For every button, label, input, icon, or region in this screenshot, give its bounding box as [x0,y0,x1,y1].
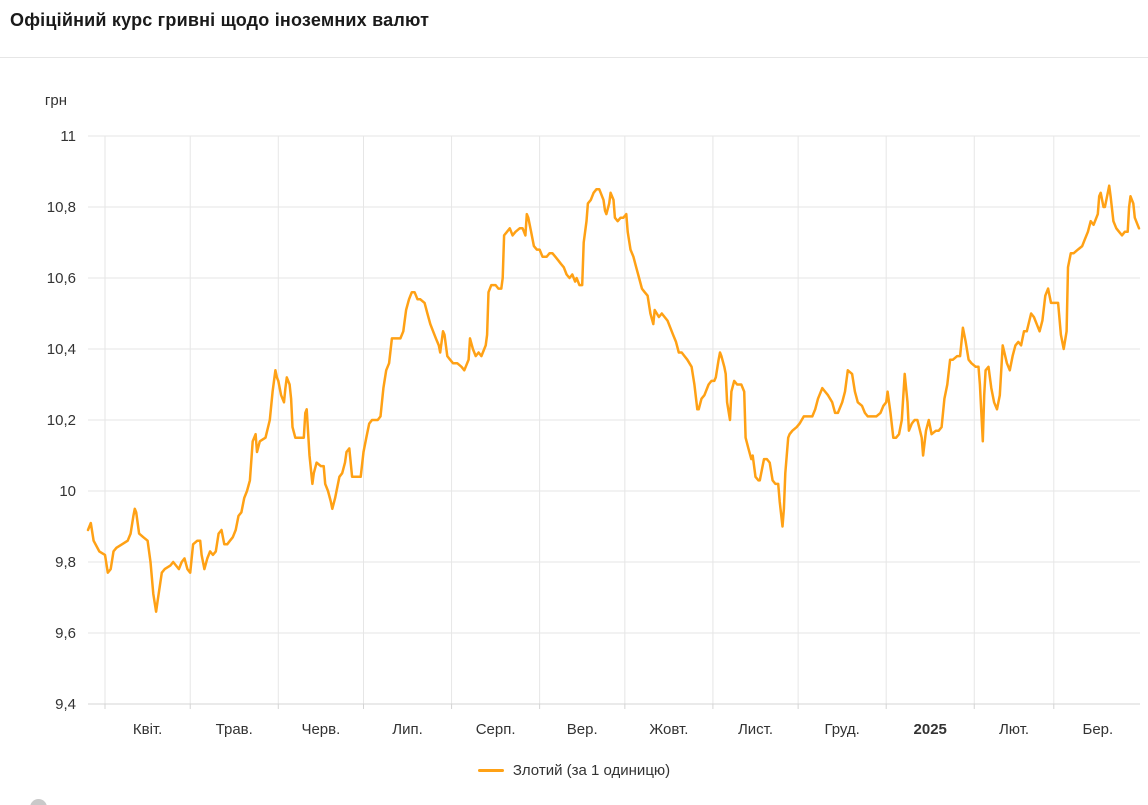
x-month-label: Трав. [216,721,253,738]
page-title: Офіційний курс гривні щодо іноземних вал… [10,10,430,30]
legend-item-zloty[interactable]: Злотий (за 1 одиницю) [0,762,1148,779]
legend-label: Злотий (за 1 одиницю) [512,762,671,779]
x-month-label: 2025 [914,721,947,738]
x-month-label: Серп. [476,721,516,738]
y-tick-label: 9,4 [55,696,76,713]
partial-circle-icon[interactable] [30,799,47,805]
x-month-label: Жовт. [649,721,688,738]
x-month-label: Лют. [999,721,1029,738]
y-tick-label: 10,6 [47,270,76,287]
y-axis-unit-label: грн [45,92,67,109]
title-divider [0,57,1148,58]
zloty-rate-series-line [86,184,1141,613]
y-tick-label: 10,2 [47,412,76,429]
x-month-label: Лип. [392,721,423,738]
zloty-rate-line-chart: 11 10,8 10,6 10,4 10,2 10 9,8 9,6 9,4 грн Квіт. Тра… [45,92,1141,738]
y-tick-label: 10,8 [47,199,76,216]
x-month-label: Лист. [738,721,773,738]
y-tick-label: 11 [60,128,76,145]
y-tick-label: 9,8 [55,554,76,571]
x-month-label: Груд. [824,721,859,738]
y-tick-label: 9,6 [55,625,76,642]
x-month-label: Квіт. [133,721,162,738]
y-tick-label: 10,4 [47,341,76,358]
y-tick-label: 10 [59,483,76,500]
x-month-label: Черв. [301,721,340,738]
legend-line-swatch [477,769,504,772]
x-month-label: Бер. [1082,721,1113,738]
x-month-label: Вер. [567,721,598,738]
